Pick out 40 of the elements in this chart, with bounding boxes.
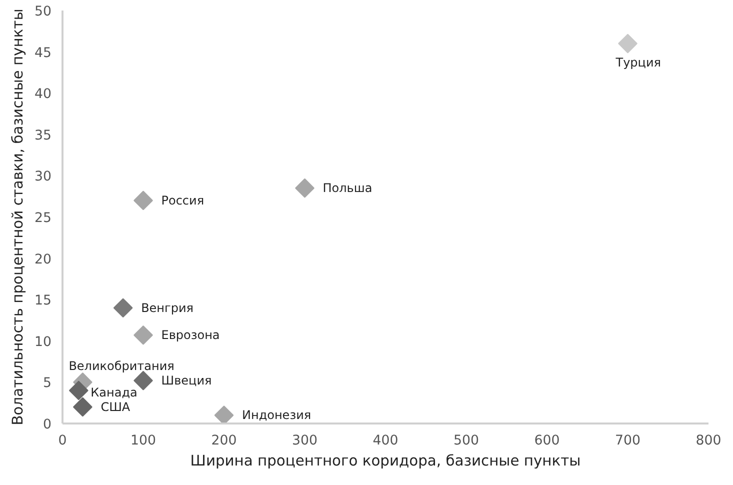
y-tick-label: 20	[34, 252, 52, 268]
annotation: Россия	[161, 193, 204, 208]
annotation: США	[100, 400, 131, 414]
x-tick-label: 200	[211, 434, 237, 448]
annotation: Турция	[614, 56, 661, 70]
y-tick-label: 5	[43, 376, 52, 392]
annotation: Венгрия	[141, 300, 194, 315]
y-tick-label: 15	[34, 294, 52, 309]
y-tick-label: 35	[34, 128, 52, 144]
annotation: Еврозона	[161, 328, 220, 342]
annotation: Великобритания	[68, 359, 174, 374]
x-tick-label: 800	[696, 434, 722, 448]
y-tick-label: 50	[34, 4, 52, 20]
annotation: Польша	[322, 181, 372, 196]
y-tick-label: 0	[43, 418, 52, 432]
point	[295, 178, 314, 198]
x-tick-label: 100	[130, 434, 156, 448]
point	[68, 380, 88, 400]
annotation: Канада	[90, 385, 138, 400]
x-tick-label: 700	[615, 434, 640, 448]
annotation: Швеция	[161, 374, 212, 388]
y-tick-label: 40	[34, 87, 52, 102]
x-axis-title: Ширина процентного коридора, базисные пункты	[190, 452, 581, 470]
y-tick-label: 10	[34, 334, 52, 350]
y-tick-label: 45	[34, 46, 52, 61]
point	[134, 325, 153, 345]
x-tick-label: 600	[534, 434, 560, 448]
y-tick-label: 30	[34, 170, 52, 185]
x-tick-label: 500	[454, 434, 479, 448]
point	[72, 397, 92, 417]
annotation: Индонезия	[242, 408, 312, 422]
point	[134, 190, 153, 210]
point	[214, 406, 234, 424]
x-tick-label: 400	[372, 434, 398, 448]
x-tick-label: 0	[58, 434, 67, 448]
y-tick-label: 25	[34, 211, 52, 226]
point	[618, 34, 638, 54]
x-tick-label: 300	[292, 434, 318, 448]
y-axis-title: Волатильность процентной ставки, базисные пункты	[10, 8, 27, 426]
point	[113, 298, 133, 318]
